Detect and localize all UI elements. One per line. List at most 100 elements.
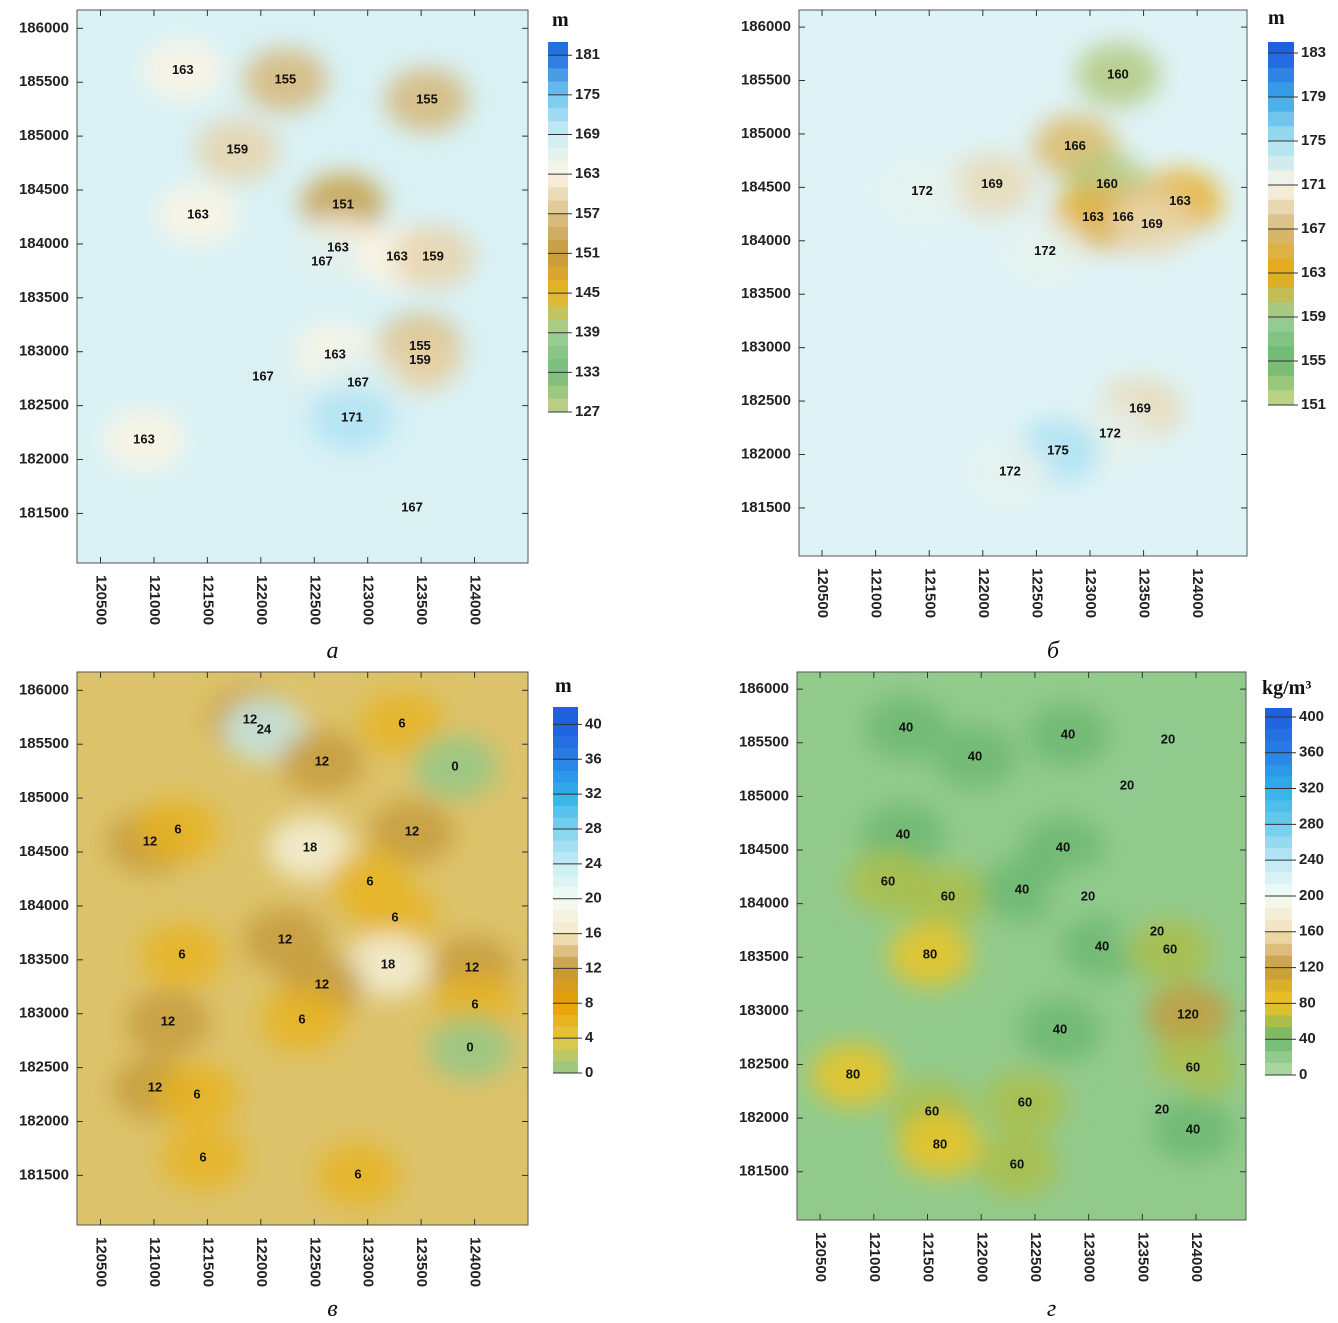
colorbar-tick-label: 32 bbox=[585, 785, 602, 802]
colorbar-band bbox=[1265, 848, 1292, 860]
colorbar-band bbox=[553, 1015, 578, 1027]
colorbar-band bbox=[553, 829, 578, 841]
x-tick-label: 121500 bbox=[199, 1237, 216, 1287]
contour-label: 169 bbox=[981, 176, 1003, 191]
contour-label: 163 bbox=[1082, 209, 1104, 224]
colorbar-tick-label: 183 bbox=[1301, 44, 1326, 61]
x-tick-label: 122000 bbox=[973, 1232, 990, 1282]
colorbar-tick-label: 155 bbox=[1301, 352, 1326, 369]
colorbar-band bbox=[1265, 729, 1292, 741]
colorbar-band bbox=[1265, 708, 1292, 717]
colorbar-band bbox=[548, 214, 568, 228]
colorbar-band bbox=[1265, 836, 1292, 848]
colorbar-band bbox=[1268, 185, 1294, 200]
contour-label: 151 bbox=[332, 197, 354, 212]
x-tick-label: 120500 bbox=[93, 1237, 110, 1287]
colorbar-band bbox=[1268, 126, 1294, 141]
x-tick-label: 122000 bbox=[975, 568, 992, 618]
contour-label: 12 bbox=[315, 977, 329, 992]
contour-label: 40 bbox=[968, 748, 982, 763]
colorbar-band bbox=[553, 1038, 578, 1050]
contour-label: 169 bbox=[1141, 216, 1163, 231]
x-tick-label: 124000 bbox=[467, 575, 484, 625]
colorbar-band bbox=[1265, 777, 1292, 789]
colorbar-band bbox=[553, 771, 578, 783]
contour-label: 6 bbox=[298, 1012, 305, 1027]
y-tick-label: 185000 bbox=[741, 125, 791, 142]
colorbar-band bbox=[548, 42, 568, 55]
colorbar-band bbox=[1265, 1003, 1292, 1015]
colorbar-band bbox=[548, 187, 568, 201]
colorbar-tick-label: 40 bbox=[585, 715, 602, 732]
colorbar-tick-label: 360 bbox=[1299, 744, 1324, 761]
colorbar-band bbox=[548, 240, 568, 254]
colorbar-band bbox=[1265, 1027, 1292, 1039]
contour-label: 12 bbox=[143, 834, 157, 849]
colorbar-band bbox=[1265, 932, 1292, 944]
contour-label: 12 bbox=[243, 711, 257, 726]
colorbar-band bbox=[1268, 273, 1294, 288]
colorbar-tick-label: 175 bbox=[575, 86, 600, 103]
colorbar-band bbox=[553, 910, 578, 922]
colorbar-band bbox=[1268, 317, 1294, 332]
colorbar-tick-label: 139 bbox=[575, 324, 600, 341]
contour-label: 80 bbox=[923, 947, 937, 962]
colorbar-band bbox=[553, 724, 578, 736]
colorbar-band bbox=[548, 174, 568, 188]
colorbar-tick-label: 16 bbox=[585, 925, 602, 942]
colorbar-band bbox=[1268, 229, 1294, 244]
x-tick-label: 120500 bbox=[814, 568, 831, 618]
x-tick-label: 124000 bbox=[467, 1237, 484, 1287]
colorbar-band bbox=[548, 386, 568, 400]
x-tick-label: 121000 bbox=[146, 1237, 163, 1287]
colorbar-band bbox=[548, 55, 568, 69]
x-tick-label: 121000 bbox=[866, 1232, 883, 1282]
colorbar-band bbox=[1265, 884, 1292, 896]
panel-caption: в bbox=[327, 1296, 337, 1322]
colorbar-band bbox=[553, 1003, 578, 1015]
contour-label: 20 bbox=[1081, 889, 1095, 904]
colorbar-band bbox=[1268, 376, 1294, 391]
colorbar-tick-label: 0 bbox=[585, 1064, 593, 1081]
colorbar-band bbox=[1265, 812, 1292, 824]
colorbar-band bbox=[553, 736, 578, 748]
panel-caption: а bbox=[327, 638, 339, 664]
y-tick-label: 185000 bbox=[739, 787, 789, 804]
y-tick-label: 183000 bbox=[19, 343, 69, 360]
contour-label: 6 bbox=[193, 1087, 200, 1102]
colorbar-tick-label: 175 bbox=[1301, 132, 1326, 149]
x-tick-label: 123500 bbox=[413, 1237, 430, 1287]
x-tick-label: 121000 bbox=[146, 575, 163, 625]
colorbar-band bbox=[1268, 53, 1294, 68]
contour-label: 6 bbox=[471, 997, 478, 1012]
contour-label: 60 bbox=[925, 1104, 939, 1119]
colorbar-band bbox=[548, 253, 568, 267]
colorbar-band bbox=[548, 201, 568, 215]
y-tick-label: 183000 bbox=[741, 339, 791, 356]
y-tick-label: 185000 bbox=[19, 127, 69, 144]
contour-label: 172 bbox=[911, 183, 933, 198]
contour-label: 40 bbox=[1053, 1022, 1067, 1037]
colorbar-band bbox=[553, 748, 578, 760]
colorbar-tick-label: 400 bbox=[1299, 708, 1324, 725]
colorbar-band bbox=[1268, 141, 1294, 156]
colorbar-tick-label: 163 bbox=[575, 165, 600, 182]
contour-label: 169 bbox=[1129, 401, 1151, 416]
colorbar-tick-label: 200 bbox=[1299, 887, 1324, 904]
colorbar-band bbox=[1265, 908, 1292, 920]
contour-label: 40 bbox=[1186, 1122, 1200, 1137]
contour-label: 80 bbox=[933, 1137, 947, 1152]
colorbar-band bbox=[553, 817, 578, 829]
contour-label: 6 bbox=[391, 910, 398, 925]
y-tick-label: 181500 bbox=[19, 504, 69, 521]
colorbar-band bbox=[1268, 244, 1294, 259]
colorbar-band bbox=[1265, 1063, 1292, 1075]
y-tick-label: 182000 bbox=[741, 445, 791, 462]
contour-label: 167 bbox=[401, 499, 423, 514]
y-tick-label: 186000 bbox=[19, 681, 69, 698]
x-tick-label: 124000 bbox=[1188, 1232, 1205, 1282]
colorbar-tick-label: 181 bbox=[575, 46, 600, 63]
x-tick-label: 120500 bbox=[93, 575, 110, 625]
y-tick-label: 184500 bbox=[741, 178, 791, 195]
colorbar-band bbox=[553, 783, 578, 795]
